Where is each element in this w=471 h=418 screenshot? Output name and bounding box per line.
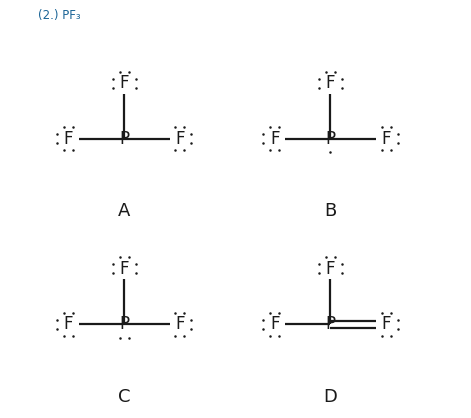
Text: F: F bbox=[325, 260, 335, 278]
Text: F: F bbox=[270, 130, 279, 148]
Text: F: F bbox=[64, 316, 73, 334]
Text: (2.) PF₃: (2.) PF₃ bbox=[38, 9, 80, 22]
Text: F: F bbox=[175, 316, 185, 334]
Text: D: D bbox=[324, 387, 337, 405]
Text: F: F bbox=[382, 130, 391, 148]
Text: F: F bbox=[119, 74, 129, 92]
Text: F: F bbox=[382, 316, 391, 334]
Text: P: P bbox=[325, 130, 335, 148]
Text: F: F bbox=[270, 316, 279, 334]
Text: C: C bbox=[118, 387, 130, 405]
Text: P: P bbox=[119, 316, 129, 334]
Text: F: F bbox=[119, 260, 129, 278]
Text: F: F bbox=[175, 130, 185, 148]
Text: A: A bbox=[118, 202, 130, 220]
Text: P: P bbox=[325, 316, 335, 334]
Text: F: F bbox=[64, 130, 73, 148]
Text: B: B bbox=[324, 202, 336, 220]
Text: P: P bbox=[119, 130, 129, 148]
Text: F: F bbox=[325, 74, 335, 92]
